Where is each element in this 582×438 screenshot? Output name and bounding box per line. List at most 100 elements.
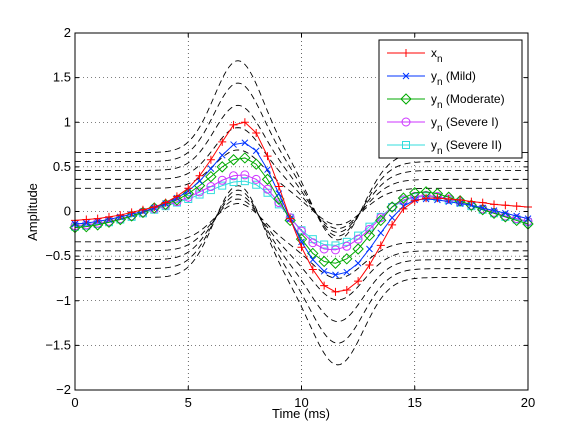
marker-x [218,151,226,159]
dashed-bound-line [75,185,528,366]
x-tick-label: 20 [521,395,535,410]
marker-x [264,166,271,173]
marker-diamond [239,152,251,164]
marker-plus [195,171,204,180]
marker-plus [308,265,317,274]
legend-item: yn (Severe I) [387,115,499,134]
marker-x [402,72,410,80]
marker-plus [331,287,340,296]
marker-x [479,204,487,212]
marker-plus [150,203,159,212]
marker-x [252,147,260,155]
marker-circle [240,170,250,180]
marker-plus [263,152,272,161]
marker-plus [354,277,363,286]
marker-plus [365,261,374,270]
dashed-bound-line [75,127,528,229]
marker-diamond [216,161,228,173]
marker-plus [218,137,227,146]
legend-label: yn (Severe II) [431,138,502,157]
marker-plus [402,49,410,57]
marker-diamond [386,201,398,213]
marker-diamond [400,93,412,105]
dashed-bound-line [75,194,528,323]
x-axis-label: Time (ms) [272,406,330,421]
marker-circle [263,184,273,194]
marker-plus [229,120,238,129]
series-group [69,118,534,296]
marker-x [298,238,305,246]
marker-circle [229,171,239,181]
y-tick-label: 1 [64,114,71,129]
marker-diamond [510,214,523,227]
marker-diamond [476,204,489,216]
y-tick-label: −1 [56,293,71,308]
marker-square [240,177,249,186]
legend: xn yn (Mild) yn (Moderate) yn (Severe I) yn … [378,39,523,159]
legend-label: yn (Mild) [431,69,476,88]
marker-plus [467,197,476,206]
marker-plus [422,194,431,203]
dashed-bound-line [75,82,528,237]
marker-circle [353,234,363,244]
marker-square [320,240,329,249]
x-tick-label: 5 [185,395,192,410]
marker-circle [251,174,261,184]
marker-plus [104,212,113,221]
marker-x [196,177,203,185]
marker-circle [297,226,306,236]
marker-circle [319,244,329,254]
marker-plus [82,215,91,224]
marker-diamond [329,257,342,269]
y-tick-label: −0.5 [45,248,71,263]
marker-circle [330,245,340,255]
marker-diamond [307,247,319,260]
marker-circle [398,195,408,205]
dashed-bounds [75,60,528,366]
marker-diamond [363,229,376,242]
legend-item: yn (Severe II) [387,138,502,157]
marker-diamond [227,154,240,166]
marker-x [501,209,509,217]
marker-diamond [465,199,478,211]
marker-circle [195,187,205,197]
dashed-bound-line [75,149,528,226]
marker-x [309,256,317,264]
marker-diamond [318,255,330,268]
y-tick-label: −1.5 [45,337,71,352]
marker-circle [512,214,522,224]
marker-diamond [499,211,512,223]
marker-plus [274,182,283,191]
marker-circle [308,238,318,248]
marker-circle [401,117,411,127]
marker-square [342,237,351,246]
marker-diamond [205,170,217,183]
marker-plus [184,184,193,193]
marker-plus [172,192,181,201]
marker-diamond [454,195,466,207]
marker-diamond [91,219,104,231]
y-tick-label: 0 [64,204,71,219]
marker-x [320,267,328,275]
marker-plus [512,202,521,211]
marker-plus [444,195,453,204]
legend-label: yn (Severe I) [431,115,499,134]
marker-plus [252,128,261,137]
marker-diamond [250,158,262,170]
legend-item: xn [387,46,443,65]
x-tick-label: 15 [408,395,422,410]
marker-plus [206,155,215,164]
marker-plus [433,194,442,203]
marker-circle [364,224,374,234]
marker-plus [456,195,465,204]
marker-x [354,259,362,267]
marker-plus [240,118,249,127]
marker-circle [387,202,397,212]
x-tick-label: 10 [294,395,308,410]
marker-circle [342,241,352,251]
legend-label: xn [431,46,443,65]
marker-plus [297,243,306,252]
marker-square [229,178,238,187]
dashed-bound-line [75,203,528,279]
